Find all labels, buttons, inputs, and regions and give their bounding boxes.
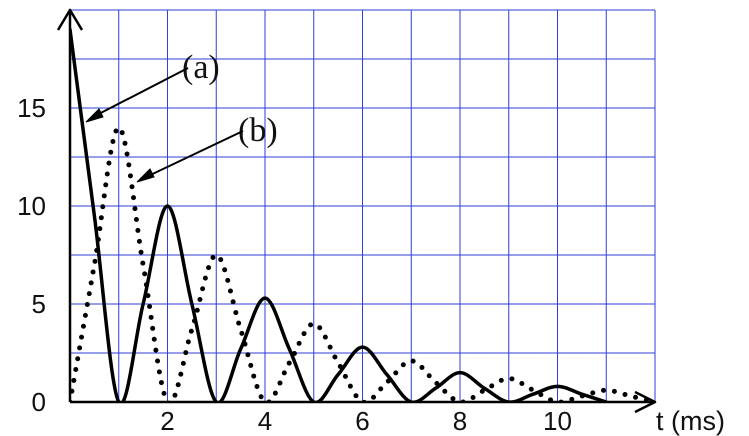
annotation-a-arrowhead: [85, 108, 104, 123]
x-axis-arrowhead: [634, 390, 657, 414]
x-tick-label-6: 6: [355, 406, 369, 436]
x-tick-label-10: 10: [543, 406, 572, 436]
annotation-a-label: (a): [182, 49, 220, 86]
annotation-b-arrowhead: [136, 168, 155, 183]
x-tick-label-2: 2: [160, 406, 174, 436]
series-layer: [70, 27, 655, 402]
x-tick-label-4: 4: [258, 406, 272, 436]
y-tick-label-10: 10: [17, 191, 46, 221]
grid: [70, 9, 656, 402]
annotation-layer: (a) (b): [85, 49, 278, 183]
annotation-a-arrow: [90, 67, 189, 119]
x-axis-label: t (ms): [656, 406, 725, 436]
y-axis-arrowhead: [56, 8, 84, 31]
tick-labels: 2 4 6 8 10 0 5 10 15: [17, 93, 572, 436]
annotation-b-label: (b): [238, 112, 278, 149]
series-b-line: [70, 125, 655, 402]
y-tick-label-15: 15: [17, 93, 46, 123]
annotation-b-arrow: [141, 130, 244, 180]
x-tick-label-8: 8: [453, 406, 467, 436]
series-a-line: [70, 27, 608, 402]
y-tick-label-0: 0: [32, 387, 46, 417]
y-tick-label-5: 5: [32, 289, 46, 319]
